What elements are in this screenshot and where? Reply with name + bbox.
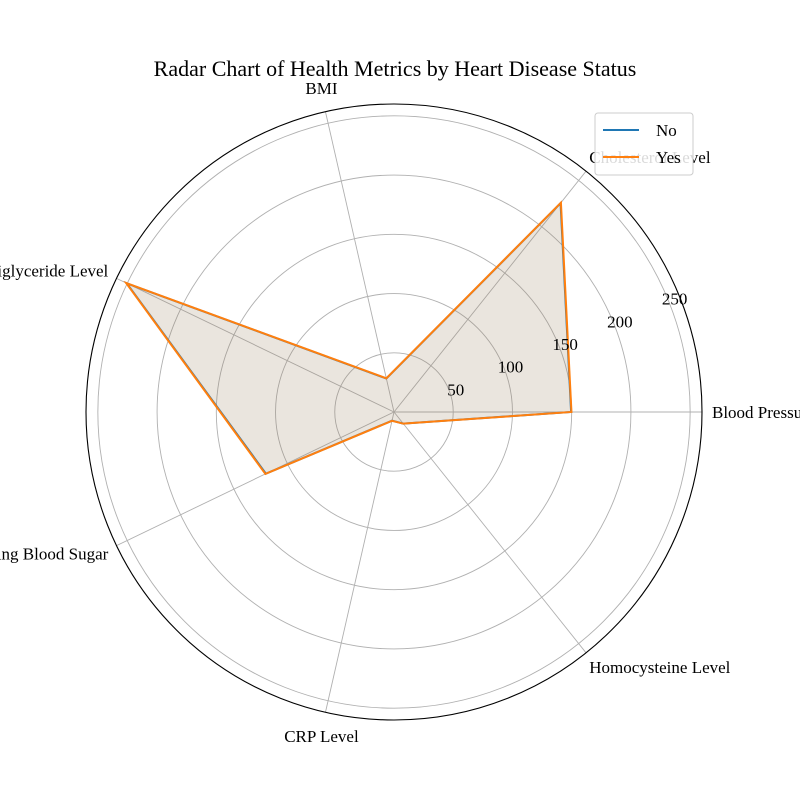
legend-label: Yes: [656, 148, 681, 167]
data-point-yes: [570, 411, 573, 413]
spoke-line: [325, 111, 395, 413]
spoke-line: [325, 411, 395, 713]
radial-tick-label: 200: [607, 312, 633, 331]
data-point-yes: [391, 419, 393, 422]
series-group: [123, 200, 573, 476]
data-point-yes: [402, 422, 405, 425]
spoke-line: [116, 277, 395, 413]
radial-tick-label: 50: [447, 380, 464, 399]
spoke-line: [393, 411, 587, 654]
spoke-line: [116, 411, 395, 547]
legend: No Yes: [594, 112, 694, 176]
axis-label: Triglyceride Level: [0, 262, 109, 281]
data-point-yes: [264, 473, 267, 475]
chart-title: Radar Chart of Health Metrics by Heart D…: [154, 56, 637, 81]
axis-label: Blood Pressure: [712, 403, 800, 422]
radial-tick-label: 150: [552, 335, 578, 354]
series-fill-no: [126, 203, 572, 474]
radial-tick-label: 250: [662, 290, 688, 309]
axis-label: CRP Level: [284, 727, 359, 746]
radial-tick-label: 100: [498, 358, 524, 377]
legend-label: No: [656, 121, 677, 140]
radial-grid: [85, 103, 703, 721]
spoke-line: [393, 170, 587, 413]
axis-label: Homocysteine Level: [589, 658, 730, 677]
data-point-yes: [125, 282, 127, 284]
legend-box: [594, 112, 694, 176]
data-point-yes: [560, 201, 562, 204]
axis-label: Fasting Blood Sugar: [0, 544, 109, 563]
axis-label: BMI: [305, 79, 337, 98]
series-line-yes: [123, 200, 573, 476]
data-point-yes: [385, 377, 388, 380]
outer-frame: [85, 103, 703, 721]
series-fill-yes: [126, 202, 572, 474]
